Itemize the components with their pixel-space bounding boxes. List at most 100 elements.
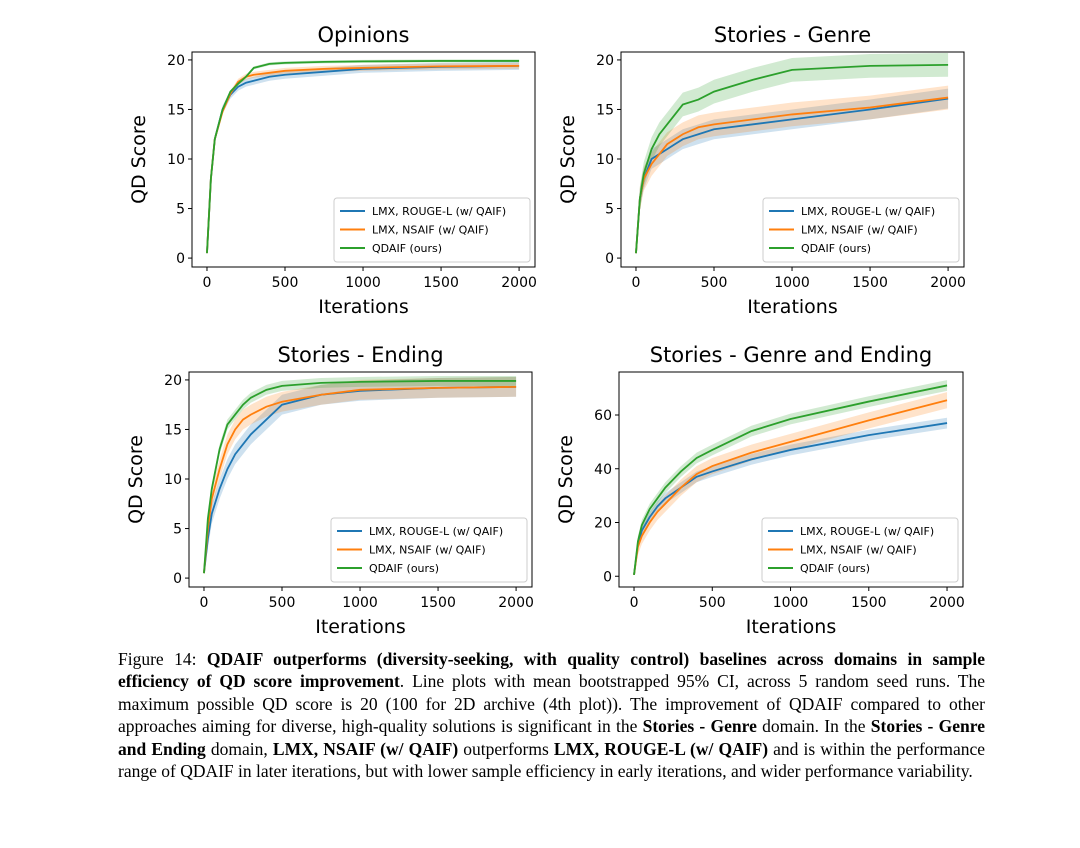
caption-bold-lead: QDAIF outperforms (diversity-seeking, wi… xyxy=(118,649,986,692)
subplot-title: Stories - Genre and Ending xyxy=(650,343,933,367)
x-tick-label: 1500 xyxy=(423,275,459,291)
x-tick-label: 0 xyxy=(632,275,641,291)
x-tick-label: 0 xyxy=(203,275,212,291)
caption-label: Figure 14: xyxy=(118,649,197,669)
caption-text: . Line plots with mean bootstrapped 95% … xyxy=(118,671,985,737)
y-tick-label: 0 xyxy=(173,571,182,587)
x-tick-label: 1500 xyxy=(420,595,456,611)
x-tick-label: 2000 xyxy=(930,275,966,291)
x-tick-label: 1000 xyxy=(342,595,378,611)
y-tick-label: 40 xyxy=(594,462,612,478)
caption-text: outperforms xyxy=(458,738,554,759)
x-tick-label: 1000 xyxy=(774,275,810,291)
series-line-3 xyxy=(635,63,949,254)
y-tick-label: 15 xyxy=(164,422,182,438)
y-tick-label: 20 xyxy=(164,373,182,389)
series-line-3 xyxy=(203,380,517,574)
x-axis-label: Iterations xyxy=(318,296,409,318)
y-axis-label: QD Score xyxy=(555,435,577,524)
y-axis-label: QD Score xyxy=(128,115,150,204)
figure-caption: Figure 14: QDAIF outperforms (diversity-… xyxy=(118,648,985,782)
series-line-3 xyxy=(206,60,520,254)
y-tick-label: 5 xyxy=(173,522,182,538)
axes-frame xyxy=(188,371,533,588)
x-tick-label: 1500 xyxy=(851,595,887,611)
series-line-1 xyxy=(633,422,948,576)
subplot-1: Opinions 0 500 1000 1500 2000 0 5 10 15 20 Iteratio… xyxy=(128,23,537,318)
legend-entry: LMX, NSAIF (w/ QAIF) xyxy=(372,224,489,237)
legend-box xyxy=(333,197,531,263)
ci-band-2 xyxy=(203,376,517,574)
subplot-title: Stories - Genre xyxy=(714,23,871,47)
legend: LMX, ROUGE-L (w/ QAIF) LMX, NSAIF (w/ QAI… xyxy=(333,197,531,263)
y-tick-label: 15 xyxy=(167,102,185,118)
legend: LMX, ROUGE-L (w/ QAIF) LMX, NSAIF (w/ QAI… xyxy=(330,517,528,583)
legend-entry: LMX, NSAIF (w/ QAIF) xyxy=(800,544,917,557)
legend-entry: QDAIF (ours) xyxy=(801,242,871,255)
caption-bold: LMX, ROUGE-L (w/ QAIF) xyxy=(553,738,769,759)
legend-entry: QDAIF (ours) xyxy=(369,562,439,575)
x-tick-label: 500 xyxy=(699,595,726,611)
legend: LMX, ROUGE-L (w/ QAIF) LMX, NSAIF (w/ QAI… xyxy=(762,197,960,263)
subplot-title: Opinions xyxy=(318,23,410,47)
series-line-2 xyxy=(633,399,948,576)
legend-entry: LMX, NSAIF (w/ QAIF) xyxy=(369,544,486,557)
y-tick-label: 20 xyxy=(594,516,612,532)
legend: LMX, ROUGE-L (w/ QAIF) LMX, NSAIF (w/ QAI… xyxy=(761,517,959,583)
series-line-3 xyxy=(633,384,948,576)
ci-band-2 xyxy=(634,392,948,575)
axes-frame xyxy=(620,51,965,268)
x-tick-label: 1000 xyxy=(773,595,809,611)
x-tick-label: 500 xyxy=(272,275,299,291)
subplot-4: Stories - Genre and Ending 0 500 1000 1500 20… xyxy=(555,343,965,638)
y-tick-label: 10 xyxy=(596,152,614,168)
legend-box xyxy=(761,517,959,583)
y-tick-label: 0 xyxy=(605,251,614,267)
x-tick-label: 500 xyxy=(269,595,296,611)
y-tick-label: 20 xyxy=(596,53,614,69)
legend-box xyxy=(762,197,960,263)
caption-bold: Stories - Genre xyxy=(642,716,757,737)
series-line-2 xyxy=(203,385,517,574)
subplot-2: Stories - Genre 0 500 1000 1500 2000 0 5 10 15 20 I… xyxy=(557,23,966,318)
y-tick-label: 0 xyxy=(176,251,185,267)
x-tick-label: 500 xyxy=(701,275,728,291)
x-tick-label: 0 xyxy=(200,595,209,611)
subplot-3: Stories - Ending 0 500 1000 1500 2000 0 5 10 15 20… xyxy=(125,343,534,638)
y-tick-label: 5 xyxy=(605,202,614,218)
y-tick-label: 5 xyxy=(176,202,185,218)
x-tick-label: 0 xyxy=(630,595,639,611)
series-line-2 xyxy=(635,96,949,254)
subplot-title: Stories - Ending xyxy=(277,343,443,367)
ci-band-3 xyxy=(635,52,949,254)
legend-entry: QDAIF (ours) xyxy=(800,562,870,575)
legend-entry: LMX, ROUGE-L (w/ QAIF) xyxy=(801,205,935,218)
ci-band-2 xyxy=(635,85,949,254)
caption-bold: Stories - Genre and Ending xyxy=(118,716,985,759)
y-tick-label: 10 xyxy=(164,472,182,488)
axes-frame xyxy=(618,371,964,588)
caption-bold: LMX, NSAIF (w/ QAIF) xyxy=(272,738,459,759)
x-axis-label: Iterations xyxy=(746,616,837,638)
x-axis-label: Iterations xyxy=(315,616,406,638)
caption-text: domain, xyxy=(205,738,273,759)
ci-band-1 xyxy=(203,376,517,574)
caption-text: domain. In the xyxy=(756,716,871,737)
x-axis-label: Iterations xyxy=(747,296,838,318)
legend-box xyxy=(330,517,528,583)
axes-frame xyxy=(191,51,536,268)
legend-entry: LMX, ROUGE-L (w/ QAIF) xyxy=(800,525,934,538)
legend-entry: LMX, ROUGE-L (w/ QAIF) xyxy=(372,205,506,218)
x-tick-label: 1500 xyxy=(852,275,888,291)
y-tick-label: 0 xyxy=(603,569,612,585)
legend-entry: LMX, ROUGE-L (w/ QAIF) xyxy=(369,525,503,538)
y-tick-label: 15 xyxy=(596,102,614,118)
y-axis-label: QD Score xyxy=(125,435,147,524)
y-axis-label: QD Score xyxy=(557,115,579,204)
x-tick-label: 2000 xyxy=(498,595,534,611)
caption-text: and is within the performance range of Q… xyxy=(118,738,986,782)
x-tick-label: 2000 xyxy=(929,595,965,611)
y-tick-label: 20 xyxy=(167,53,185,69)
x-tick-label: 1000 xyxy=(345,275,381,291)
